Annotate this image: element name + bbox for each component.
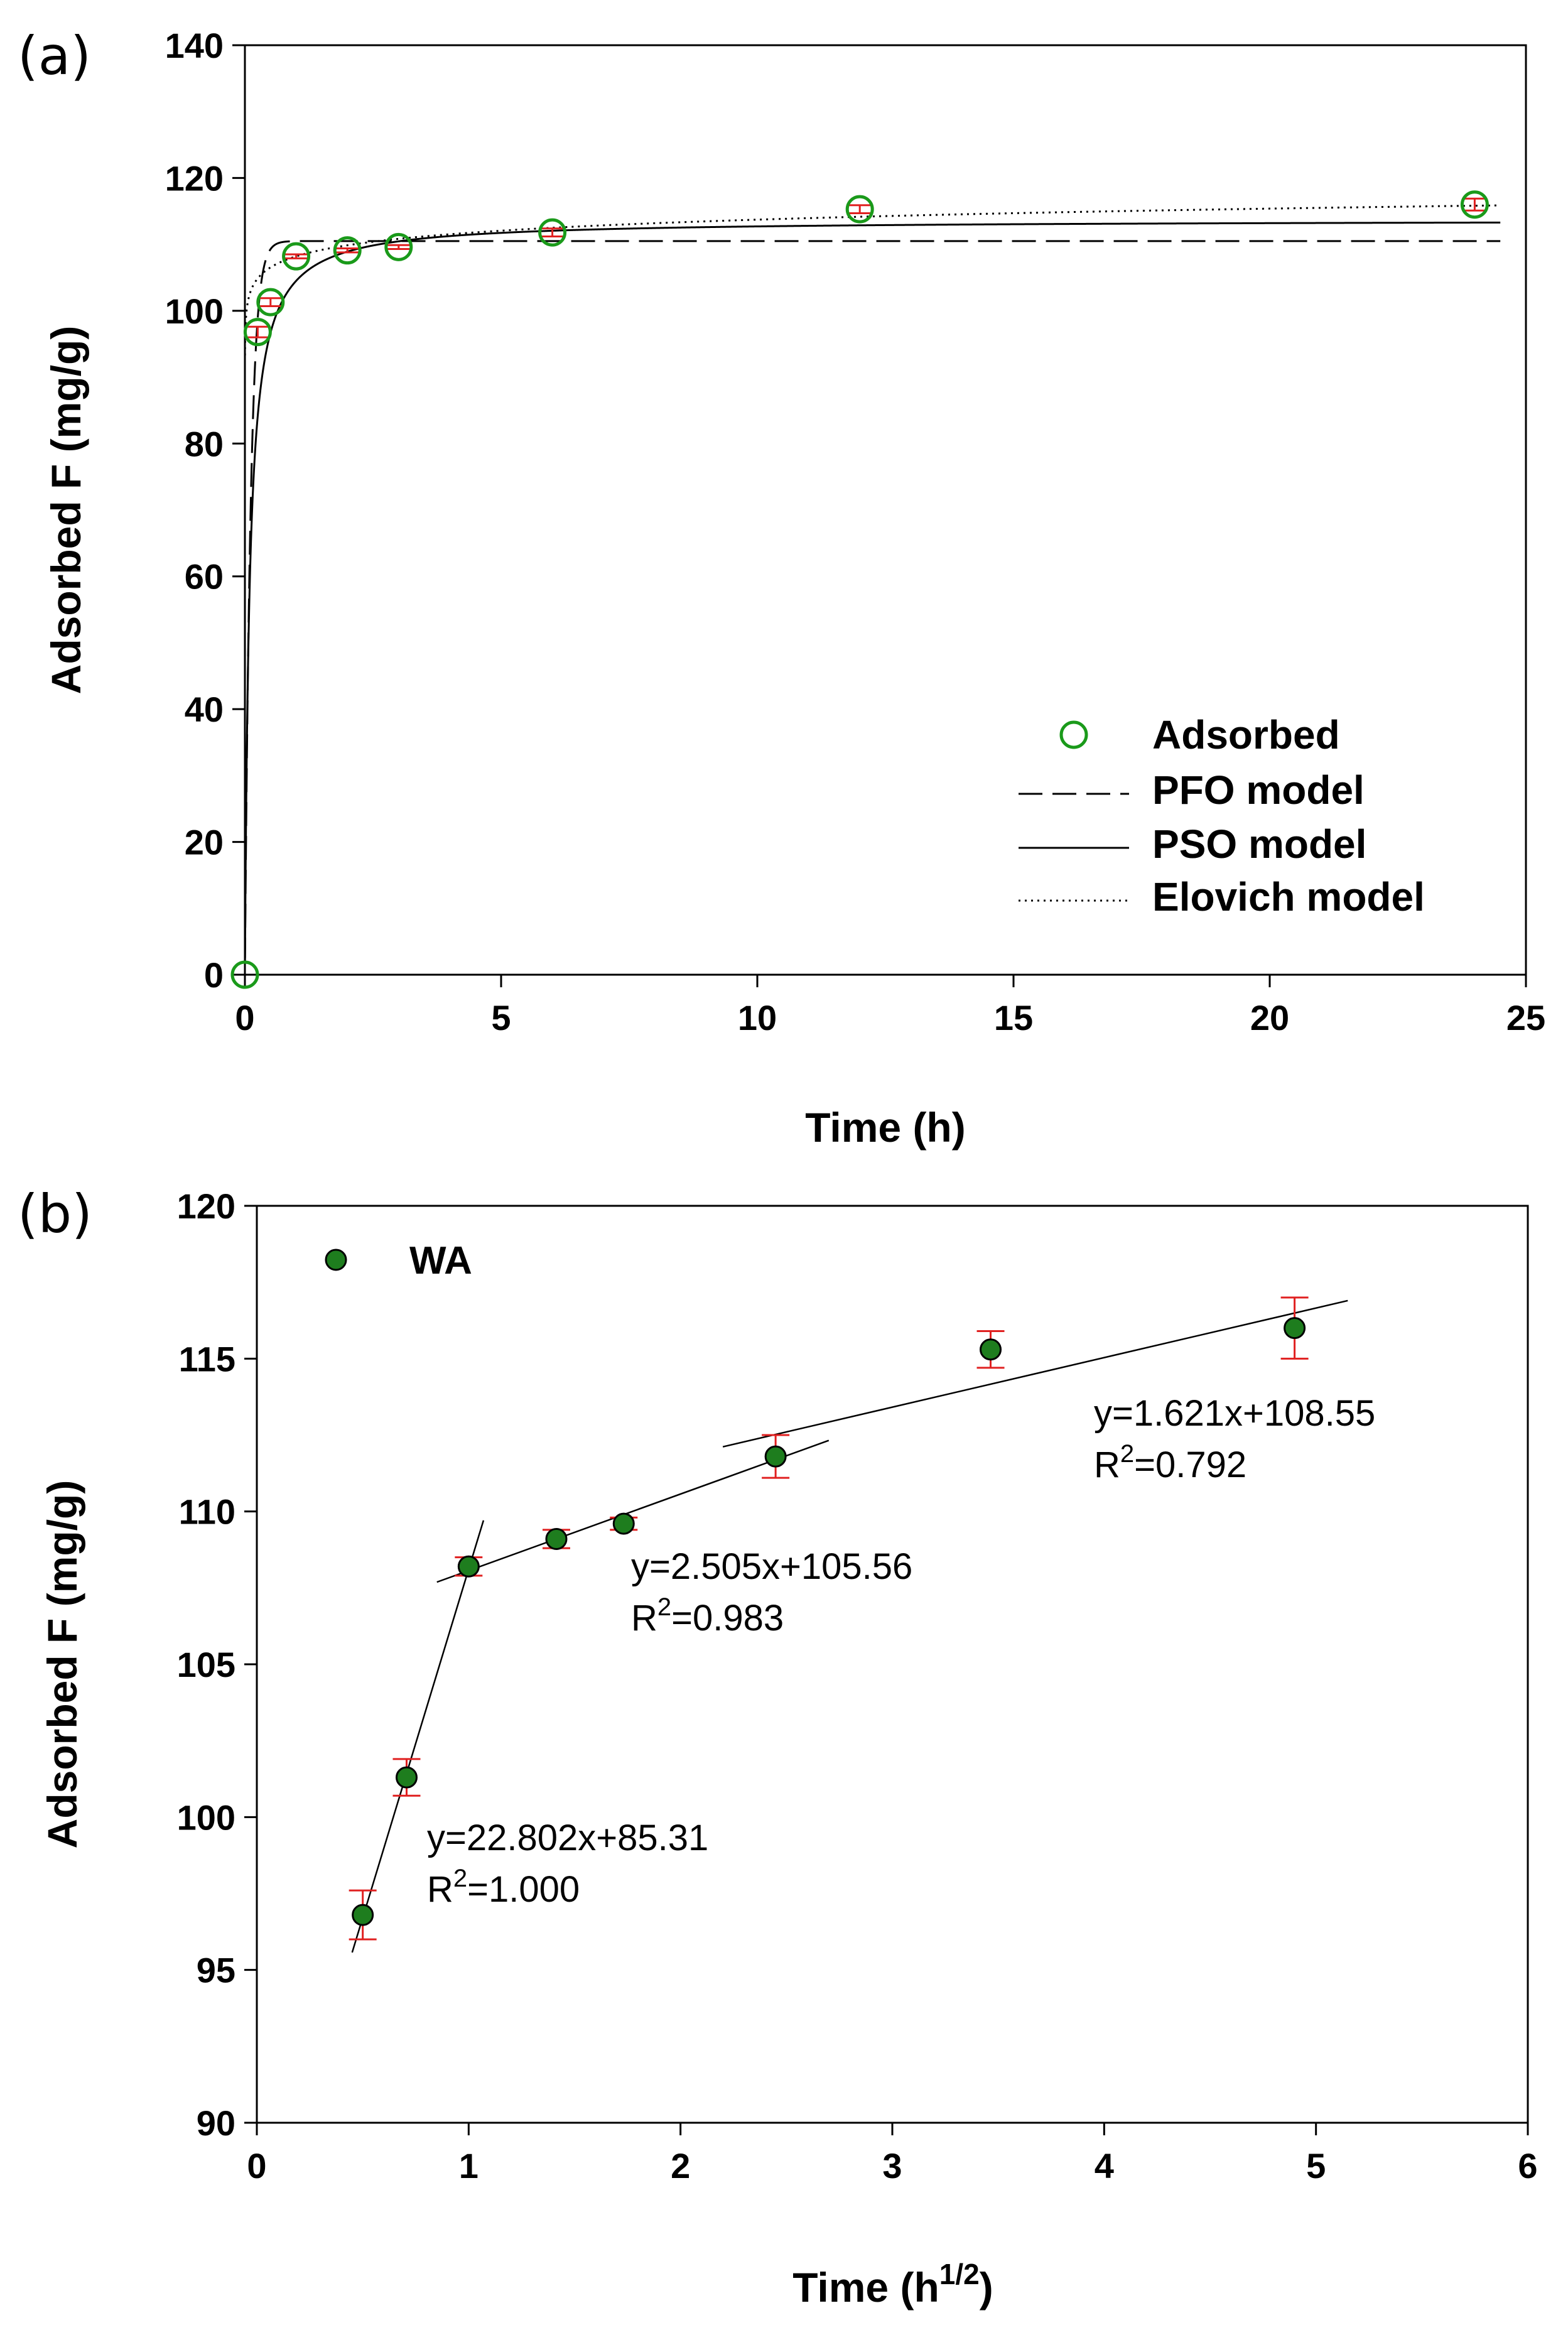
panel-a-y-tick-label: 0 — [204, 955, 224, 995]
data-point — [764, 1445, 787, 1468]
panel-b-y-tick-label: 110 — [179, 1492, 235, 1532]
fit-2-r2-superscript: 2 — [657, 1593, 671, 1621]
data-point — [230, 960, 259, 989]
fit-3-r2-prefix: R — [1094, 1444, 1120, 1485]
fit-1-r2-superscript: 2 — [453, 1865, 467, 1892]
fit-3-r2: R2=0.792 — [1094, 1440, 1246, 1485]
data-point — [395, 1766, 418, 1789]
panel-a-y-tick-label: 120 — [165, 158, 224, 198]
panel-b-label: (b) — [18, 1183, 92, 1245]
panel-a-plot-frame — [244, 44, 1527, 976]
panel-a-x-tick-label: 15 — [994, 998, 1033, 1038]
legend-pso-label: PSO model — [1152, 821, 1366, 867]
panel-a-error-bars — [246, 197, 1486, 339]
fit-1-r2-prefix: R — [427, 1869, 453, 1910]
panel-b-y-tick-label: 105 — [177, 1645, 235, 1684]
panel-b-y-tick-label: 115 — [179, 1339, 235, 1379]
panel-a-y-tick-label: 80 — [185, 424, 224, 463]
panel-b-plot-frame — [256, 1205, 1529, 2124]
panel-b-y-tick-label: 95 — [197, 1951, 235, 1990]
panel-b-y-tick-label: 100 — [177, 1797, 235, 1837]
panel-a-points — [230, 190, 1489, 989]
panel-a-label: (a) — [18, 25, 91, 87]
legend-adsorbed-label: Adsorbed — [1152, 712, 1340, 757]
panel-a-y-tick-label: 100 — [165, 291, 224, 331]
panel-b-fit-annotations: y=22.802x+85.31 R2=1.000 y=2.505x+105.56… — [427, 1393, 1375, 1910]
panel-b-y-tick-label: 90 — [197, 2103, 235, 2143]
curve-elovich-model — [244, 204, 1501, 355]
data-point — [384, 232, 413, 261]
data-point — [1460, 190, 1489, 219]
panel-a-x-tick-label: 0 — [235, 998, 254, 1038]
data-point — [457, 1555, 480, 1578]
fit-1-r2-value: =1.000 — [467, 1869, 580, 1910]
panel-b-x-tick-label: 4 — [1095, 2146, 1114, 2186]
panel-a-x-tick-label: 10 — [738, 998, 777, 1038]
panel-a-y-tick-label: 20 — [185, 823, 224, 862]
panel-b-x-tick-label: 0 — [247, 2146, 266, 2186]
panel-b-x-axis-label: Time (h1/2) — [792, 2258, 993, 2311]
panel-b-fit-lines — [351, 1299, 1348, 1953]
data-point — [538, 218, 567, 247]
panel-a-x-axis-label: Time (h) — [805, 1104, 965, 1151]
data-point — [352, 1904, 374, 1926]
data-point — [980, 1338, 1002, 1361]
panel-a-x-tick-label: 25 — [1506, 998, 1545, 1038]
panel-b-y-tick-label: 120 — [177, 1186, 235, 1226]
panel-a-x-tick-label: 20 — [1250, 998, 1289, 1038]
legend-wa-marker — [325, 1249, 347, 1271]
fit-3-r2-value: =0.792 — [1134, 1444, 1246, 1485]
data-point — [845, 195, 874, 224]
fit-line-3 — [722, 1299, 1348, 1448]
data-point — [612, 1512, 635, 1535]
panel-a-ticks: 0 5 10 15 20 25 0 20 40 60 80 100 120 140 — [165, 26, 1546, 1038]
fit-2-equation: y=2.505x+105.56 — [631, 1546, 912, 1587]
panel-a-y-tick-label: 40 — [185, 690, 224, 729]
panel-b-x-tick-label: 2 — [671, 2146, 690, 2186]
fit-2-r2-prefix: R — [631, 1598, 657, 1639]
fit-3-r2-superscript: 2 — [1120, 1440, 1134, 1468]
panel-b-x-tick-label: 1 — [459, 2146, 479, 2186]
panel-b-y-axis-label: Adsorbed F (mg/g) — [39, 1480, 85, 1849]
panel-b-legend: WA — [325, 1239, 472, 1282]
panel-b-x-tick-label: 5 — [1306, 2146, 1326, 2186]
data-point — [545, 1527, 568, 1550]
legend-elovich-label: Elovich model — [1152, 874, 1425, 919]
panel-a-y-tick-label: 60 — [185, 557, 224, 597]
panel-b-x-axis-label-superscript: 1/2 — [939, 2258, 980, 2290]
legend-adsorbed-marker — [1059, 720, 1088, 749]
panel-b-points — [352, 1317, 1306, 1926]
fit-2-r2: R2=0.983 — [631, 1593, 784, 1639]
data-point — [282, 242, 311, 271]
data-point — [243, 318, 272, 347]
panel-a-y-tick-label: 140 — [165, 26, 224, 65]
fit-line-1 — [351, 1520, 485, 1953]
data-point — [333, 236, 362, 265]
panel-b-ticks: 0 1 2 3 4 5 6 90 95 100 105 110 115 120 — [177, 1186, 1538, 2186]
legend-pfo-label: PFO model — [1152, 767, 1365, 813]
fit-1-r2: R2=1.000 — [427, 1865, 580, 1910]
curve-pfo-model — [244, 240, 1501, 962]
panel-b: (b) 0 1 2 3 4 5 6 90 95 100 105 110 115 120 Time (h1/… — [18, 1183, 1538, 2311]
panel-a: (a) 0 5 10 15 20 25 0 20 40 60 80 100 120 140 Time (h… — [18, 25, 1545, 1151]
fit-line-2 — [436, 1439, 830, 1583]
panel-b-x-axis-label-main: Time (h — [792, 2264, 939, 2311]
legend-wa-label: WA — [409, 1239, 472, 1282]
panel-a-x-tick-label: 5 — [491, 998, 511, 1038]
fit-2-r2-value: =0.983 — [671, 1598, 784, 1639]
panel-b-x-axis-label-end: ) — [980, 2264, 993, 2311]
panel-a-legend: Adsorbed PFO model PSO model Elovich mod… — [1019, 712, 1425, 919]
panel-b-x-tick-label: 6 — [1518, 2146, 1537, 2186]
panel-b-x-tick-label: 3 — [882, 2146, 902, 2186]
data-point — [1284, 1317, 1306, 1340]
panel-a-y-axis-label: Adsorbed F (mg/g) — [43, 326, 89, 695]
data-point — [256, 288, 285, 317]
fit-3-equation: y=1.621x+108.55 — [1094, 1393, 1375, 1434]
fit-1-equation: y=22.802x+85.31 — [427, 1818, 708, 1858]
